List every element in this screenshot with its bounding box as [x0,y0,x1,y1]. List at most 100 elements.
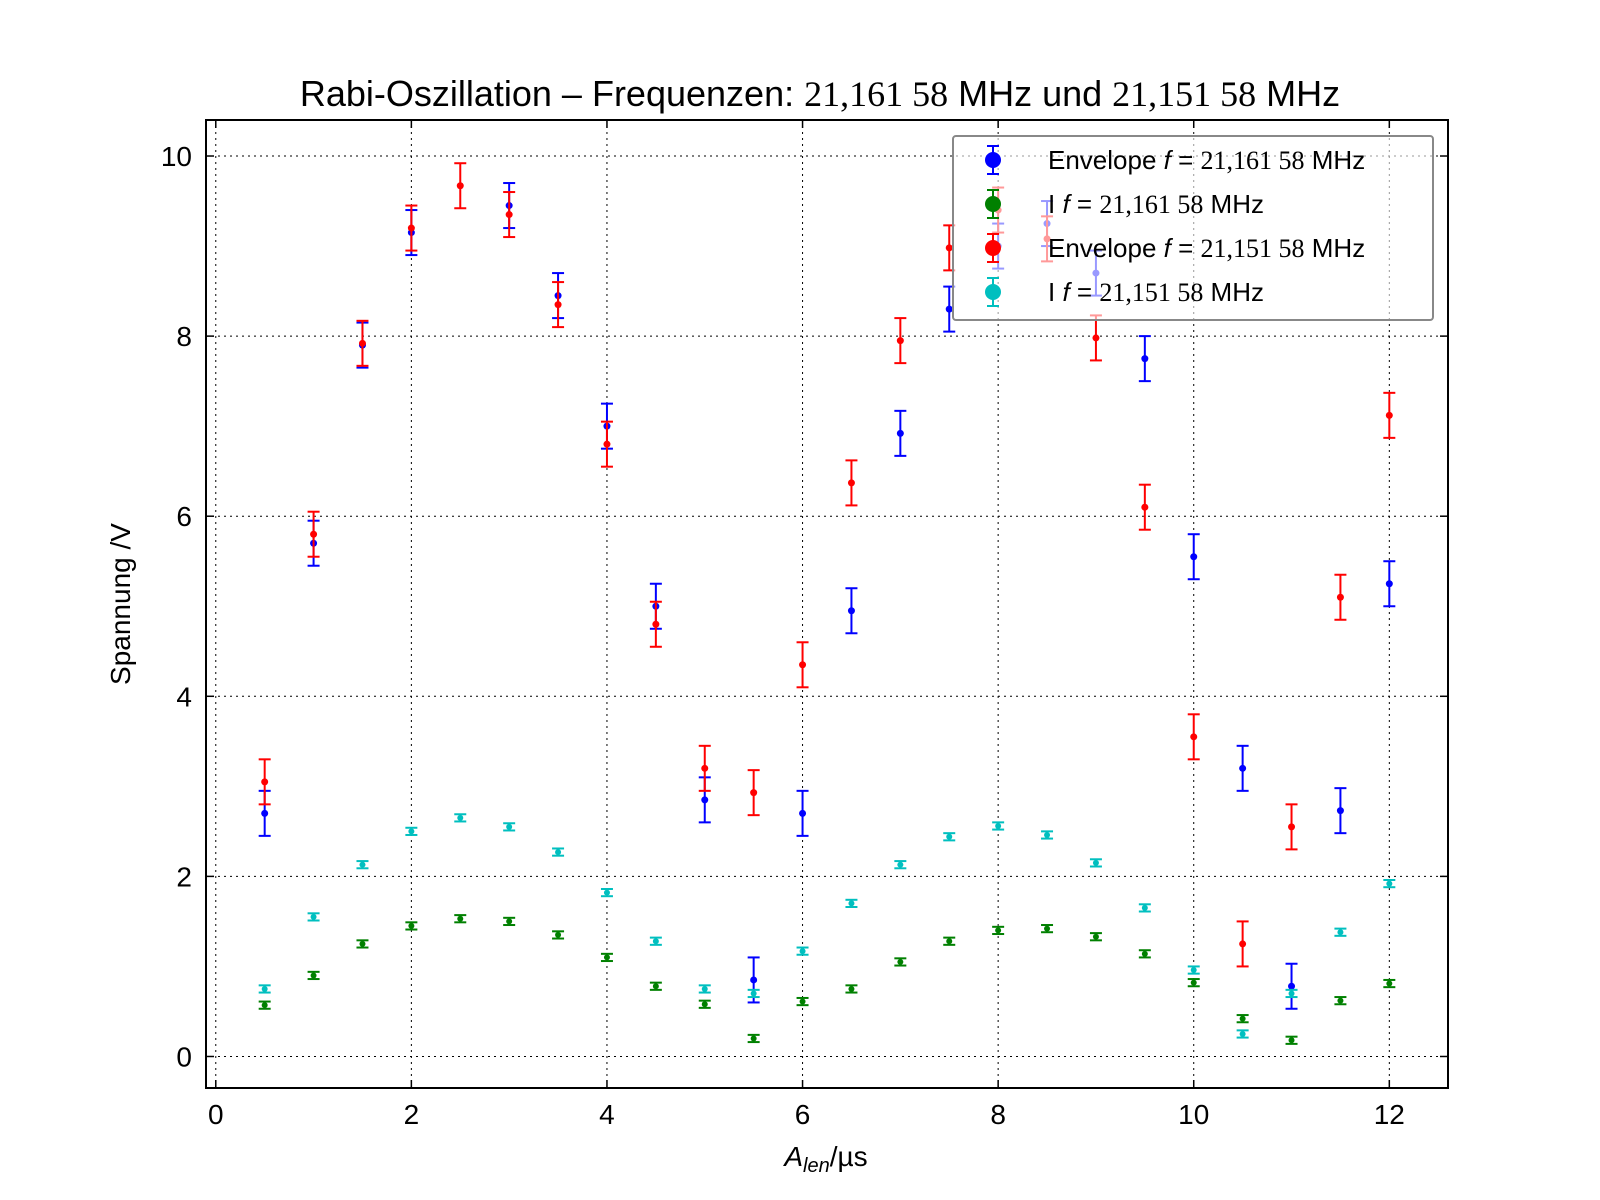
plot-frame [205,119,1449,1089]
legend-entry: Envelope f = 21,161 58 MHz [985,145,1365,175]
data-point [1337,997,1344,1004]
data-point [701,985,708,992]
data-point [603,440,611,448]
data-point [1386,980,1393,987]
x-tick-label: 0 [208,1099,224,1130]
data-point [750,976,758,984]
data-point [261,985,268,992]
data-point [1092,334,1100,342]
data-point [506,823,513,830]
data-point [1336,593,1344,601]
x-tick-label: 8 [990,1099,1006,1130]
x-axis-label-unit: /µs [830,1141,868,1172]
x-tick-label: 12 [1374,1099,1405,1130]
chart-title-unit2: MHz [1256,73,1340,114]
data-point [1141,904,1148,911]
y-tick-label: 0 [176,1041,192,1072]
data-point [555,931,562,938]
data-point [652,620,660,628]
x-axis-label-var: A [782,1141,803,1172]
chart-title-prefix: Rabi-Oszillation – Frequenzen: [300,73,804,114]
data-point [897,958,904,965]
data-point [1092,933,1099,940]
y-tick-label: 8 [176,321,192,352]
y-tick-label: 10 [161,141,192,172]
data-point [945,305,953,313]
legend-label: I f = 21,151 58 MHz [1048,277,1264,307]
data-point [310,913,317,920]
ticks: 0 2 4 6 8 10 12 0 2 4 6 8 10 [161,120,1448,1130]
data-point [457,814,464,821]
x-axis-label-sub: len [803,1155,830,1177]
data-point [896,429,904,437]
y-tick-label: 2 [176,861,192,892]
x-tick-label: 10 [1178,1099,1209,1130]
chart-title-unit1: MHz und [948,73,1112,114]
data-point [1141,355,1149,363]
legend: Envelope f = 21,161 58 MHz I f = 21,161 5… [952,135,1434,321]
data-point [1239,1015,1246,1022]
data-point [505,211,513,219]
data-marks [258,162,1396,1045]
data-point [1239,940,1247,948]
data-point [1044,831,1051,838]
data-point [652,983,659,990]
data-point [1385,411,1393,419]
data-point [848,900,855,907]
chart-title: Rabi-Oszillation – Frequenzen: 21,161 58… [300,73,1340,114]
data-point [1092,859,1099,866]
y-tick-label: 6 [176,501,192,532]
data-point [603,954,610,961]
data-point [995,822,1002,829]
legend-entry: I f = 21,151 58 MHz [985,277,1264,307]
chart-title-freq2: 21,151 58 [1112,74,1256,114]
data-point [1044,925,1051,932]
data-point [701,1001,708,1008]
data-point [359,861,366,868]
data-point [1190,967,1197,974]
x-tick-label: 2 [404,1099,420,1130]
data-point [897,861,904,868]
data-point [1336,807,1344,815]
data-point [1385,580,1393,588]
data-point [799,948,806,955]
data-point [457,915,464,922]
data-point [750,1035,757,1042]
data-point [506,918,513,925]
data-point [261,1002,268,1009]
legend-label: Envelope f = 21,161 58 MHz [1048,145,1365,175]
legend-marker [985,240,1001,256]
data-point [847,607,855,615]
data-point [701,764,709,772]
data-point [799,661,807,669]
chart-title-freq1: 21,161 58 [804,74,948,114]
legend-label: Envelope f = 21,151 58 MHz [1048,233,1365,263]
data-point [1239,764,1247,772]
data-point [261,809,269,817]
data-point [408,922,415,929]
data-point [358,339,366,347]
data-point [946,938,953,945]
data-point [995,927,1002,934]
legend-marker [985,152,1001,168]
data-point [701,796,709,804]
data-point [1239,1030,1246,1037]
data-point [456,182,464,190]
x-axis-label: Alen/µs [782,1141,867,1177]
data-point [896,337,904,345]
data-point [1141,503,1149,511]
legend-marker [985,284,1001,300]
data-point [1141,950,1148,957]
data-point [799,998,806,1005]
data-point [1288,823,1296,831]
x-tick-label: 4 [599,1099,615,1130]
data-point [1337,929,1344,936]
data-point [359,940,366,947]
data-point [1190,979,1197,986]
data-point [1190,733,1198,741]
series-3 [258,813,1396,1039]
y-axis-label: Spannung /V [105,523,136,685]
data-point [1386,880,1393,887]
data-point [261,778,269,786]
